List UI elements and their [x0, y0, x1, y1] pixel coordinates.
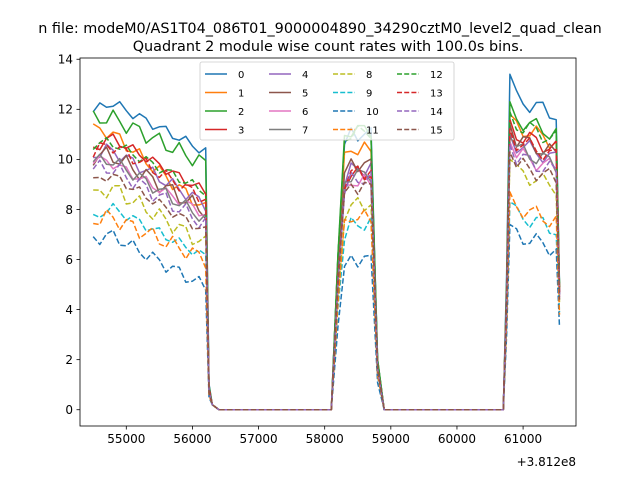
y-tick-label: 6	[65, 253, 73, 267]
legend-label-13: 13	[430, 89, 443, 100]
x-tick-label: 57000	[239, 432, 277, 446]
axes-frame	[79, 57, 577, 427]
legend-label-4: 4	[302, 70, 308, 81]
legend-label-8: 8	[366, 70, 372, 81]
x-tick-label: 55000	[107, 432, 145, 446]
legend-label-1: 1	[238, 89, 244, 100]
legend-label-11: 11	[366, 126, 379, 137]
x-axis-offset-label: +3.812e8	[517, 455, 576, 469]
series-line-10	[92, 223, 561, 411]
x-tick-label: 56000	[173, 432, 211, 446]
legend-label-0: 0	[238, 70, 244, 81]
legend-label-10: 10	[366, 107, 379, 118]
series-line-15	[93, 151, 561, 411]
y-tick-label: 10	[58, 153, 73, 167]
x-tick-label: 61000	[504, 432, 542, 446]
series-line-8	[93, 158, 561, 411]
legend-label-5: 5	[302, 89, 308, 100]
legend-label-15: 15	[430, 126, 443, 137]
legend-frame	[199, 61, 455, 141]
y-tick-label: 0	[65, 403, 73, 417]
legend-label-9: 9	[366, 89, 372, 100]
y-tick-label: 8	[65, 203, 73, 217]
y-axis: 0 2 4 6 8 10 12 14	[58, 53, 80, 417]
series-line-14	[92, 143, 561, 411]
y-tick-label: 14	[58, 53, 73, 67]
x-tick-label: 58000	[306, 432, 344, 446]
x-tick-label: 60000	[438, 432, 476, 446]
legend-label-14: 14	[430, 107, 443, 118]
x-axis: 55000 56000 57000 58000 59000 60000 61000	[107, 426, 542, 446]
y-tick-label: 12	[58, 103, 73, 117]
legend-label-6: 6	[302, 107, 308, 118]
legend-label-12: 12	[430, 70, 443, 81]
figure-suptitle: n file: modeM0/AS1T04_086T01_9000004890_…	[38, 21, 602, 37]
chart-title: Quadrant 2 module wise count rates with …	[133, 39, 524, 55]
y-tick-label: 4	[65, 303, 73, 317]
legend-label-2: 2	[238, 107, 244, 118]
legend-label-3: 3	[238, 126, 244, 137]
y-tick-label: 2	[65, 353, 73, 367]
x-tick-label: 59000	[372, 432, 410, 446]
series-layer	[92, 73, 561, 411]
plot-area: 55000 56000 57000 58000 59000 60000 61000 0 2 4 6…	[58, 53, 577, 469]
legend-label-7: 7	[302, 126, 308, 137]
